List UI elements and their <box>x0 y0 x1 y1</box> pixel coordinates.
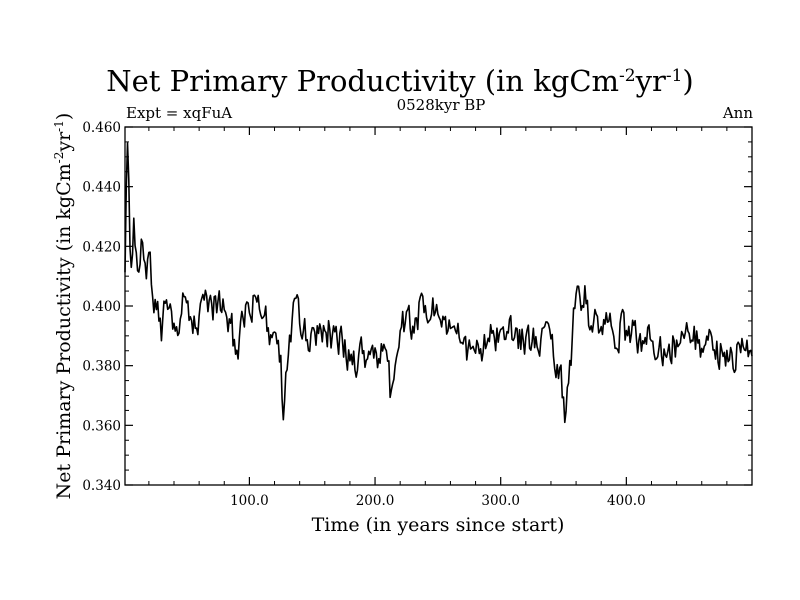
y-tick-label: 0.420 <box>82 239 121 255</box>
chart-title-superscript: -1 <box>666 66 683 86</box>
left-subtitle: Expt = xqFuA <box>126 104 232 122</box>
y-tick-label: 0.460 <box>82 120 121 136</box>
y-axis-label-part: Net Primary Productivity (in kgCm <box>53 163 75 499</box>
x-tick-label: 400.0 <box>607 493 646 509</box>
y-axis-label-part: yr <box>53 131 75 153</box>
x-tick-label: 300.0 <box>481 493 520 509</box>
x-tick-label: 200.0 <box>356 493 395 509</box>
x-axis-label: Time (in years since start) <box>312 514 565 536</box>
npp-series-line <box>124 142 753 424</box>
center-subtitle: 0528kyr BP <box>397 96 486 114</box>
y-axis-label-superscript: -1 <box>52 120 66 132</box>
chart-title-part: Net Primary Productivity (in kgCm <box>106 64 619 98</box>
y-axis-label-part: ) <box>53 113 75 120</box>
x-tick-label: 100.0 <box>230 493 269 509</box>
chart-title: Net Primary Productivity (in kgCm-2yr-1) <box>106 64 694 98</box>
y-axis-label-superscript: -2 <box>52 152 66 164</box>
chart-title-part: yr <box>635 64 666 98</box>
right-subtitle: Ann <box>722 104 753 122</box>
chart-title-part: ) <box>682 64 693 98</box>
y-tick-label: 0.440 <box>82 180 121 196</box>
chart-title-superscript: -2 <box>619 66 636 86</box>
y-axis-ticks: 0.340 0.360 0.380 0.400 0.420 0.440 0.460 <box>82 120 752 494</box>
y-tick-label: 0.360 <box>82 418 121 434</box>
plot-frame <box>124 126 753 486</box>
y-tick-label: 0.380 <box>82 359 121 375</box>
y-tick-label: 0.340 <box>82 478 121 494</box>
y-axis-label: Net Primary Productivity (in kgCm-2yr-1) <box>52 113 75 500</box>
x-axis-ticks: 100.0 200.0 300.0 400.0 <box>148 127 728 509</box>
y-tick-label: 0.400 <box>82 299 121 315</box>
